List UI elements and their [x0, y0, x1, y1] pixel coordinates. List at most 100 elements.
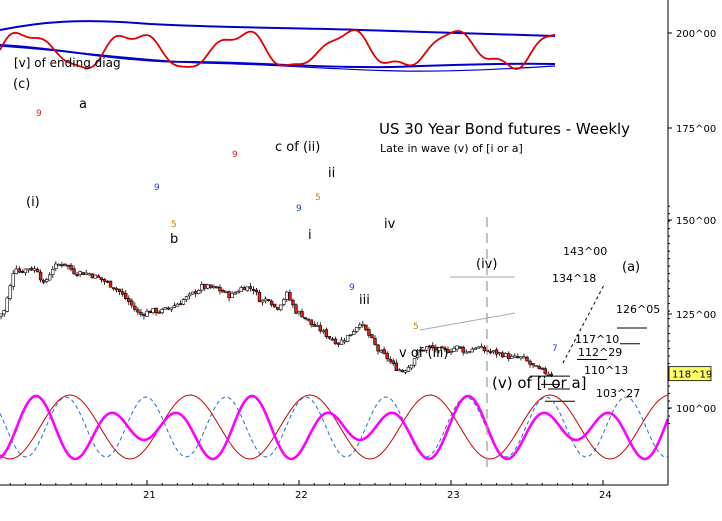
candle-body — [166, 307, 170, 310]
candle-body — [151, 308, 155, 314]
cycle-primary — [0, 394, 670, 461]
candle-body — [239, 287, 243, 292]
current-price-highlight — [668, 366, 712, 382]
candle-body — [206, 284, 210, 289]
candle-body — [333, 338, 338, 345]
candle-body — [415, 350, 420, 358]
candle-body — [139, 311, 143, 315]
cycle-dashed — [0, 396, 669, 458]
candle-body — [276, 307, 280, 310]
wave-label-a: a — [79, 97, 87, 112]
wave-label-v-ending-diag: [v] of ending diag — [14, 56, 121, 70]
fib-level-label: 110^13 — [584, 364, 628, 377]
x-axis: 21 22 23 24 — [0, 480, 668, 501]
fib-level-label: 103^27 — [596, 387, 640, 400]
candle-body — [500, 352, 505, 358]
candle-body — [461, 346, 465, 353]
candle-body — [379, 350, 383, 353]
candle-body — [187, 293, 192, 297]
y-tick-label: 200^00 — [676, 29, 716, 40]
candle-body — [221, 289, 225, 293]
x-tick-label: 23 — [447, 490, 460, 501]
y-tick-label: 150^00 — [676, 216, 716, 227]
candle-body — [120, 291, 125, 295]
candle-body — [504, 353, 508, 358]
candle-body — [348, 334, 353, 337]
fib-level-label: 134^18 — [552, 272, 596, 285]
candle-body — [285, 291, 289, 300]
candle-body — [257, 291, 262, 303]
wave-label-b: b — [170, 232, 178, 247]
candle-body — [531, 363, 535, 366]
count-label: 9 — [232, 150, 238, 160]
candle-body — [452, 348, 456, 352]
candle-body — [60, 264, 64, 267]
candle-body — [41, 279, 46, 283]
y-axis: 200^00 175^00 150^00 125^00 100^00 — [667, 0, 716, 485]
candle-body — [44, 279, 49, 282]
projection-line — [562, 284, 605, 364]
candle-body — [376, 344, 380, 352]
candle-body — [282, 299, 286, 305]
count-label: 5 — [413, 322, 419, 332]
candle-body — [455, 345, 459, 350]
candle-body — [300, 311, 304, 318]
wave-label-i: i — [308, 228, 312, 243]
candle-body — [537, 366, 541, 369]
candle-body — [75, 274, 79, 277]
x-tick-label: 22 — [295, 490, 308, 501]
candle-body — [2, 310, 6, 315]
candle-body — [8, 285, 12, 299]
candle-body — [288, 292, 292, 301]
candle-body — [17, 268, 22, 273]
candle-body — [291, 299, 295, 306]
wave-label-ii: ii — [328, 166, 335, 181]
candle-body — [382, 349, 386, 354]
candle-body — [324, 329, 329, 337]
candle-body — [14, 268, 18, 274]
candle-body — [309, 319, 313, 325]
candle-body — [342, 340, 347, 343]
candle-body — [218, 286, 222, 292]
candle-body — [248, 286, 253, 289]
candle-body — [124, 293, 128, 299]
candle-body — [464, 351, 468, 354]
candle-body — [266, 299, 271, 302]
candlesticks — [0, 261, 554, 378]
candle-body — [297, 311, 301, 314]
current-price-box: 118^19 — [668, 366, 712, 382]
count-label: 9 — [296, 204, 302, 214]
candle-body — [190, 291, 195, 295]
candle-body — [540, 367, 544, 370]
y-tick-label: 125^00 — [676, 310, 716, 321]
candle-body — [272, 303, 277, 308]
oscillator-panel — [0, 20, 556, 72]
candle-body — [63, 263, 67, 266]
candle-body — [321, 329, 326, 332]
candle-body — [87, 273, 91, 276]
candle-body — [534, 365, 538, 368]
candle-body — [303, 317, 307, 319]
candle-body — [93, 274, 98, 279]
candle-body — [491, 350, 496, 353]
candle-body — [157, 311, 161, 314]
count-label: 5 — [171, 220, 177, 230]
candle-body — [242, 287, 246, 291]
candle-body — [449, 351, 453, 353]
candle-body — [260, 299, 265, 303]
candle-body — [230, 292, 234, 298]
candle-body — [29, 267, 34, 271]
candle-body — [224, 291, 228, 293]
candle-body — [20, 270, 25, 273]
candle-body — [446, 349, 450, 353]
candle-body — [148, 310, 152, 314]
candle-body — [96, 275, 101, 278]
candle-body — [473, 347, 478, 350]
candle-body — [145, 310, 149, 317]
candle-body — [169, 307, 174, 310]
candle-body — [233, 292, 237, 295]
candle-body — [136, 309, 140, 313]
fib-level-label: 117^10 — [575, 333, 619, 346]
candle-body — [318, 325, 322, 332]
